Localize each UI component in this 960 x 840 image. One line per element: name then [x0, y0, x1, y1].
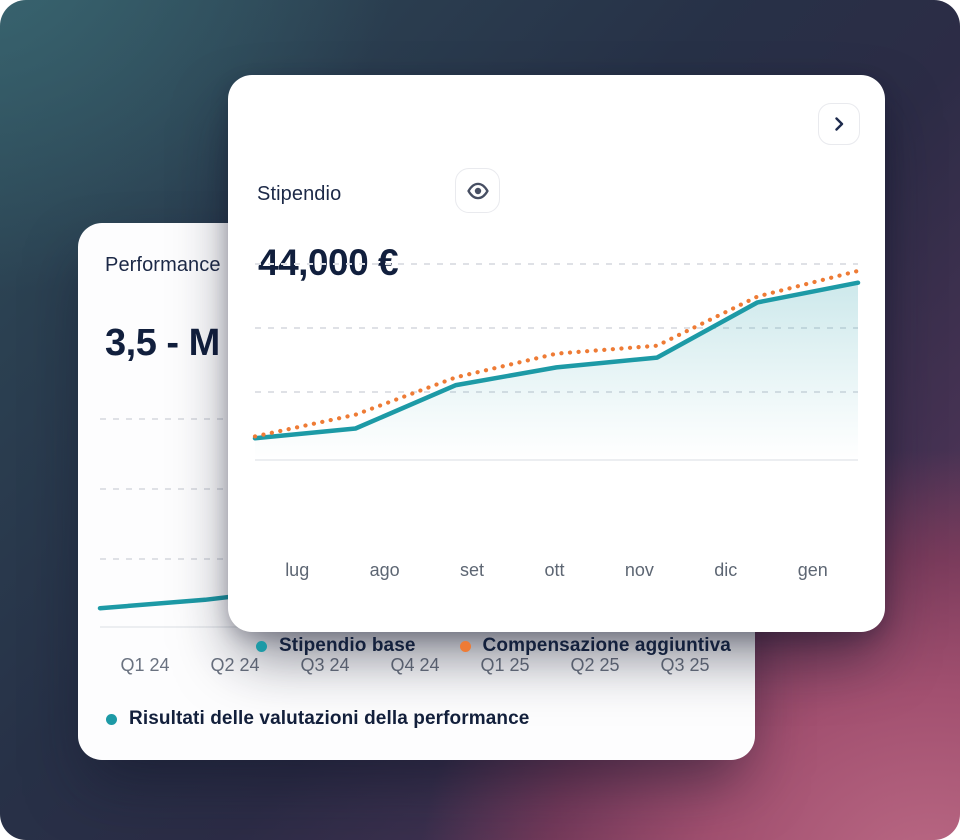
teal-dot-icon: [256, 640, 267, 652]
salary-card[interactable]: Stipendio 44,000 €: [228, 75, 885, 656]
x-tick-label: Q3 25: [660, 654, 710, 675]
x-tick-label: ott: [544, 559, 565, 580]
salary-x-axis-labels: lug ago set ott nov dic gen: [255, 555, 858, 585]
legend-item: Compensazione aggiuntiva: [459, 635, 731, 657]
performance-x-axis-labels: Q1 24 Q2 24 Q3 24 Q4 24 Q1 25 Q2 25 Q3 2…: [100, 650, 730, 680]
x-tick-label: nov: [624, 559, 654, 580]
gridline: [255, 327, 858, 329]
x-tick-label: set: [460, 559, 485, 580]
open-details-button[interactable]: [818, 103, 860, 145]
x-tick-label: ago: [369, 559, 400, 580]
x-tick-label: Q2 25: [570, 654, 620, 675]
legend-label: Risultati delle valutazioni della perfor…: [129, 708, 530, 729]
x-axis-line: [255, 459, 858, 461]
chevron-right-icon: [835, 117, 844, 131]
x-tick-label: Q4 24: [390, 654, 440, 675]
legend-label: Stipendio base: [279, 635, 416, 656]
salary-card-title: Stipendio: [257, 183, 342, 205]
x-tick-label: dic: [714, 559, 738, 580]
teal-dot-icon: [106, 713, 117, 725]
x-tick-label: gen: [797, 559, 828, 580]
x-tick-label: Q1 25: [480, 654, 530, 675]
toggle-visibility-button[interactable]: [455, 168, 500, 213]
performance-score-value: 3,5 - M: [105, 322, 220, 364]
orange-dot-icon: [459, 640, 471, 652]
x-tick-label: Q1 24: [120, 654, 170, 675]
salary-chart: [252, 263, 861, 461]
performance-legend: Risultati delle valutazioni della perfor…: [106, 708, 529, 730]
performance-card-title: Performance: [105, 254, 221, 276]
legend-label: Compensazione aggiuntiva: [482, 635, 731, 656]
salary-amount-value: 44,000 €: [258, 242, 399, 283]
salary-legend: Stipendio base Compensazione aggiuntiva: [256, 635, 731, 657]
legend-item: Stipendio base: [256, 635, 416, 657]
gridline: [255, 263, 858, 265]
x-tick-label: Q2 24: [210, 654, 260, 675]
salary-area-chart: [252, 268, 861, 460]
legend-item: Risultati delle valutazioni della perfor…: [106, 708, 529, 730]
eye-icon: [466, 182, 489, 199]
x-tick-label: Q3 24: [300, 654, 350, 675]
x-tick-label: lug: [285, 559, 310, 580]
